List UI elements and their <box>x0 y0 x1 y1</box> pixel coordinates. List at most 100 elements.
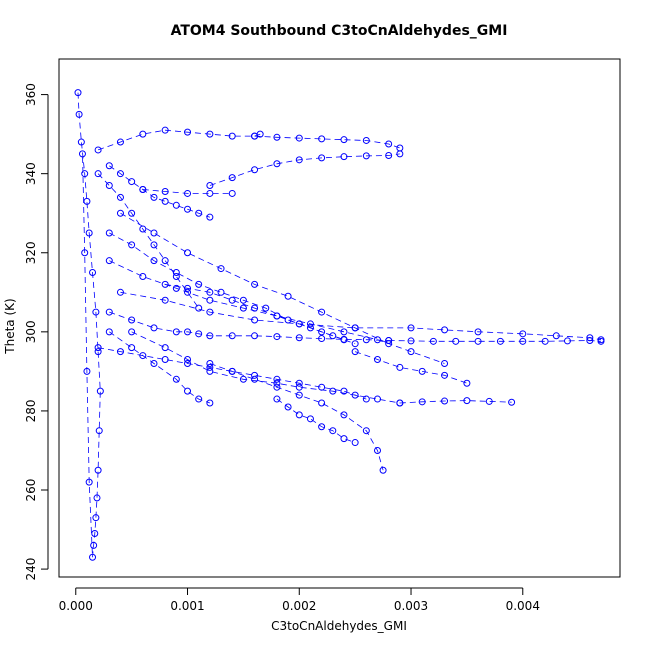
data-point <box>105 257 113 265</box>
data-point <box>508 398 516 406</box>
data-point <box>318 399 326 407</box>
data-point <box>318 154 326 162</box>
data-point <box>273 395 281 403</box>
data-point <box>128 316 136 324</box>
data-point <box>89 553 97 561</box>
data-point <box>306 415 314 423</box>
axes-layer: 0.000 0.001 0.002 0.003 0.004 240 260 280 300 320… <box>24 83 540 613</box>
series-line <box>120 212 389 345</box>
data-point <box>351 340 359 348</box>
data-point <box>184 356 192 364</box>
data-point <box>251 316 259 324</box>
series-line <box>209 363 384 471</box>
data-point <box>407 348 415 356</box>
data-point <box>105 229 113 237</box>
data-point <box>85 478 93 486</box>
data-point <box>116 348 124 356</box>
x-tick-label: 0.002 <box>282 599 316 613</box>
data-point <box>94 170 102 178</box>
x-tick-label: 0.003 <box>394 599 428 613</box>
data-point <box>418 367 426 375</box>
y-tick-label: 360 <box>24 83 38 106</box>
data-point <box>340 136 348 144</box>
data-point <box>362 427 370 435</box>
data-point <box>206 213 214 221</box>
series-line <box>109 260 445 364</box>
data-point <box>340 411 348 419</box>
data-point <box>284 292 292 300</box>
data-point <box>116 138 124 146</box>
data-point <box>295 411 303 419</box>
data-point <box>284 403 292 411</box>
data-point <box>273 333 281 341</box>
data-point <box>597 336 605 344</box>
data-point <box>474 328 482 336</box>
data-point <box>150 324 158 332</box>
data-point <box>161 187 169 195</box>
data-point <box>228 296 236 304</box>
data-point <box>105 328 113 336</box>
data-point <box>139 185 147 193</box>
data-point <box>373 336 381 344</box>
data-point <box>139 225 147 233</box>
data-point <box>441 371 449 379</box>
data-point <box>251 280 259 288</box>
data-point <box>128 209 136 217</box>
data-point <box>161 296 169 304</box>
data-point <box>318 423 326 431</box>
data-point <box>161 280 169 288</box>
data-point <box>239 304 247 312</box>
data-point <box>385 151 393 159</box>
data-point <box>81 170 89 178</box>
data-point <box>92 514 100 522</box>
data-point <box>228 132 236 140</box>
data-point <box>373 356 381 364</box>
series-line <box>399 400 512 404</box>
data-point <box>150 257 158 265</box>
data-point <box>217 265 225 273</box>
data-point <box>184 128 192 136</box>
data-point <box>184 249 192 257</box>
data-point <box>116 193 124 201</box>
y-tick-label: 340 <box>24 162 38 185</box>
data-point <box>373 446 381 454</box>
series-line <box>165 284 345 341</box>
data-point <box>91 530 99 538</box>
y-tick-label: 300 <box>24 320 38 343</box>
data-point <box>563 337 571 345</box>
data-point <box>329 387 337 395</box>
data-point <box>385 140 393 148</box>
data-layer <box>74 89 605 561</box>
data-point <box>273 312 281 320</box>
data-point <box>161 257 169 265</box>
data-point <box>251 304 259 312</box>
data-point <box>295 391 303 399</box>
series-line <box>131 331 400 404</box>
data-point <box>206 130 214 138</box>
data-point <box>239 375 247 383</box>
data-point <box>351 348 359 356</box>
data-point <box>429 337 437 345</box>
data-point <box>206 363 214 371</box>
data-point <box>195 330 203 338</box>
data-point <box>184 288 192 296</box>
data-point <box>441 397 449 405</box>
data-point <box>206 189 214 197</box>
data-point <box>452 337 460 345</box>
data-point <box>407 324 415 332</box>
data-point <box>385 340 393 348</box>
data-point <box>295 134 303 142</box>
data-point <box>184 359 192 367</box>
data-point <box>463 397 471 405</box>
data-point <box>184 189 192 197</box>
data-point <box>295 320 303 328</box>
series-line <box>142 189 233 194</box>
data-point <box>351 439 359 447</box>
data-point <box>228 189 236 197</box>
series-line <box>276 398 356 443</box>
data-point <box>318 335 326 343</box>
data-point <box>441 359 449 367</box>
data-point <box>228 332 236 340</box>
data-point <box>139 352 147 360</box>
